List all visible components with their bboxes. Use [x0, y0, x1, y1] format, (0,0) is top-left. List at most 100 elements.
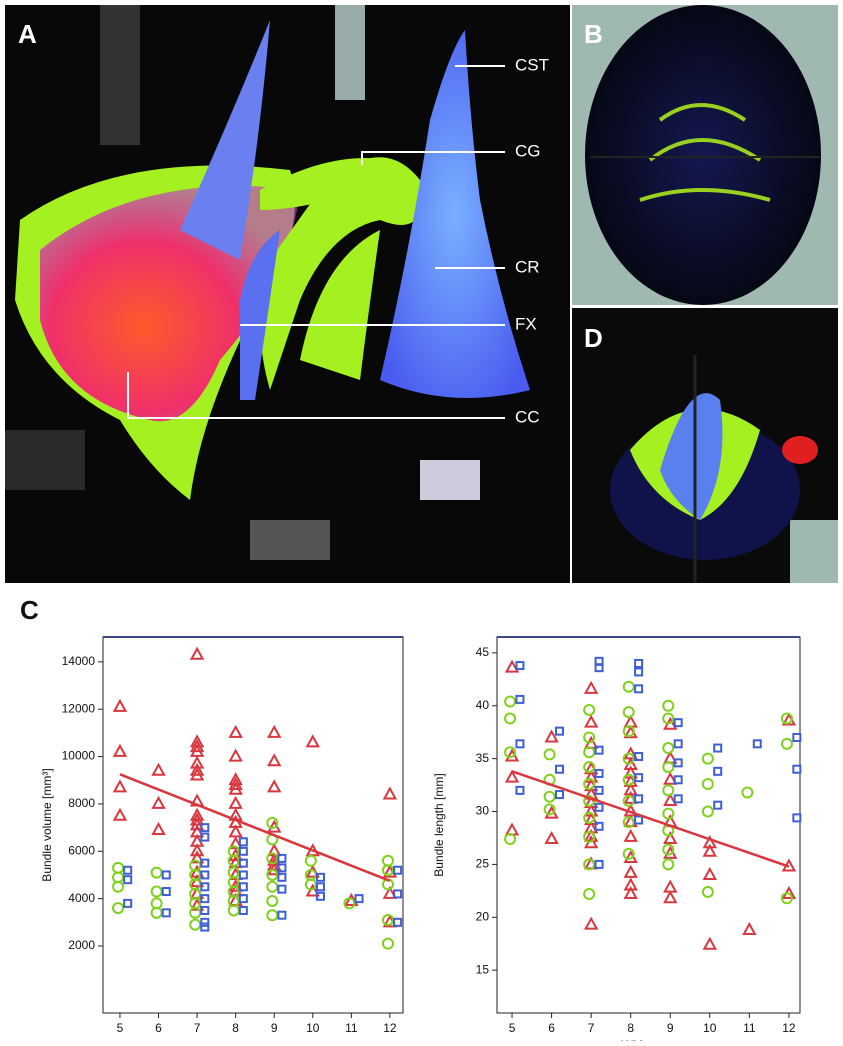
x-tick-label: 10 [703, 1021, 717, 1035]
circle-marker [583, 811, 596, 824]
triangle-marker [228, 776, 243, 790]
square-marker [200, 823, 210, 833]
square-marker [123, 898, 133, 908]
circle-marker [112, 902, 125, 915]
square-marker [515, 661, 525, 671]
circle-marker [543, 790, 556, 803]
square-marker [673, 739, 683, 749]
triangle-marker [663, 879, 678, 893]
x-tick-label: 5 [509, 1021, 516, 1035]
square-marker [238, 837, 248, 847]
square-marker [634, 815, 644, 825]
triangle-marker [702, 866, 718, 880]
triangle-marker [544, 830, 559, 845]
tract-label: CC [515, 407, 540, 426]
square-marker [673, 758, 683, 768]
y-tick-label: 2000 [68, 938, 95, 952]
square-marker [200, 832, 210, 842]
triangle-marker [267, 753, 282, 767]
triangle-marker [151, 762, 166, 776]
y-tick-label: 45 [476, 645, 490, 659]
square-marker [315, 882, 325, 892]
y-tick-label: 20 [476, 909, 490, 923]
circle-marker [227, 854, 240, 867]
tractography-image [5, 5, 570, 583]
square-marker [393, 865, 403, 875]
leader-lines [127, 65, 505, 419]
triangle-marker [583, 714, 599, 728]
circle-marker [662, 742, 675, 755]
square-marker [123, 875, 133, 885]
circle-marker [189, 906, 202, 919]
circle-marker [780, 892, 793, 905]
circle-marker [583, 794, 596, 807]
circle-marker [701, 885, 714, 898]
plot-frame [496, 636, 801, 1014]
circle-marker [543, 748, 556, 761]
triangle-marker [267, 724, 282, 738]
square-marker [594, 768, 604, 778]
triangle-marker [305, 883, 320, 897]
square-marker [634, 658, 644, 668]
triangle-marker [623, 828, 638, 842]
x-tick-label: 12 [782, 1021, 796, 1035]
square-marker [515, 694, 525, 704]
tract-label: CR [515, 257, 540, 276]
square-marker [200, 894, 210, 904]
x-tick-label: 9 [667, 1021, 674, 1035]
square-marker [161, 908, 171, 918]
x-tick-label: 7 [588, 1021, 595, 1035]
square-marker [200, 922, 210, 932]
triangle-marker [189, 762, 205, 776]
square-marker [554, 790, 564, 800]
square-marker [315, 872, 325, 882]
y-tick-label: 30 [476, 804, 490, 818]
circle-marker [189, 918, 202, 931]
circle-marker [583, 830, 596, 843]
circle-marker [304, 878, 317, 891]
square-marker [161, 870, 171, 880]
triangle-marker [189, 739, 205, 753]
square-marker [315, 891, 325, 901]
circle-marker [622, 725, 635, 738]
circle-marker [622, 680, 635, 693]
circle-marker [266, 880, 279, 893]
triangle-marker [702, 936, 718, 950]
triangle-marker [151, 821, 166, 835]
x-tick-label: 12 [383, 1021, 397, 1035]
square-marker [634, 794, 644, 804]
circle-marker [504, 712, 517, 725]
circle-marker [112, 880, 125, 893]
circle-marker [701, 778, 714, 791]
square-marker [673, 718, 683, 728]
circle-marker [662, 784, 675, 797]
triangle-marker [504, 769, 520, 783]
triangle-marker [112, 807, 128, 821]
triangle-marker [663, 771, 678, 785]
triangle-marker [583, 916, 599, 930]
square-marker [277, 910, 287, 920]
y-tick-label: 4000 [68, 891, 95, 905]
square-marker [238, 894, 248, 904]
x-tick-label: 11 [345, 1021, 358, 1035]
panel-label: C [20, 595, 39, 625]
square-marker [277, 872, 287, 882]
triangle-marker [544, 729, 559, 743]
square-marker [354, 894, 364, 904]
circle-marker [622, 794, 635, 807]
triangle-marker [228, 795, 243, 809]
circle-marker [662, 858, 675, 871]
square-marker [123, 865, 133, 875]
circle-marker [780, 737, 793, 750]
circle-marker [583, 761, 596, 774]
triangle-marker [663, 830, 678, 845]
square-marker [792, 813, 802, 823]
square-marker [200, 905, 210, 915]
square-marker [277, 884, 287, 894]
circle-marker [266, 816, 279, 829]
circle-marker [266, 852, 279, 865]
square-marker [634, 773, 644, 783]
circle-marker [622, 773, 635, 786]
circle-marker [381, 937, 394, 950]
